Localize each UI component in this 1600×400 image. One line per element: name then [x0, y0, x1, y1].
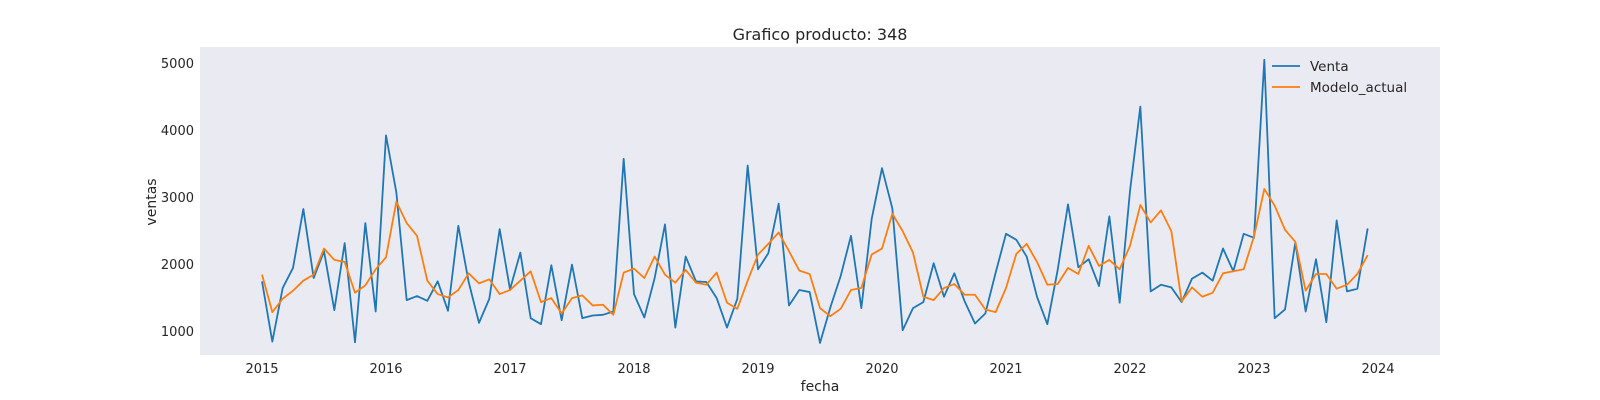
x-tick-label: 2018 — [617, 362, 650, 377]
y-axis-label: ventas — [144, 178, 160, 225]
x-axis-ticks: 2015 2016 2017 2018 2019 2020 2021 2022 2023 2024 — [245, 362, 1394, 377]
legend-label: Modelo_actual — [1310, 80, 1407, 96]
y-tick-label: 1000 — [161, 325, 194, 340]
x-tick-label: 2023 — [1237, 362, 1270, 377]
x-tick-label: 2022 — [1113, 362, 1146, 377]
y-tick-label: 3000 — [161, 191, 194, 206]
series-layer — [261, 58, 1369, 344]
x-tick-label: 2015 — [245, 362, 278, 377]
chart-title: Grafico producto: 348 — [733, 25, 908, 44]
plot-background — [200, 47, 1440, 355]
x-tick-label: 2020 — [865, 362, 898, 377]
x-tick-label: 2017 — [493, 362, 526, 377]
x-tick-label: 2016 — [369, 362, 402, 377]
series-line-modelo-actual — [261, 188, 1369, 318]
y-tick-label: 4000 — [161, 124, 194, 139]
legend: Venta Modelo_actual — [1272, 59, 1407, 96]
x-axis-label: fecha — [801, 379, 840, 395]
y-tick-label: 2000 — [161, 258, 194, 273]
x-tick-label: 2024 — [1361, 362, 1394, 377]
y-tick-label: 5000 — [161, 57, 194, 72]
x-tick-label: 2021 — [989, 362, 1022, 377]
legend-label: Venta — [1310, 59, 1349, 75]
x-tick-label: 2019 — [741, 362, 774, 377]
y-axis-ticks: 1000 2000 3000 4000 5000 — [161, 57, 194, 340]
